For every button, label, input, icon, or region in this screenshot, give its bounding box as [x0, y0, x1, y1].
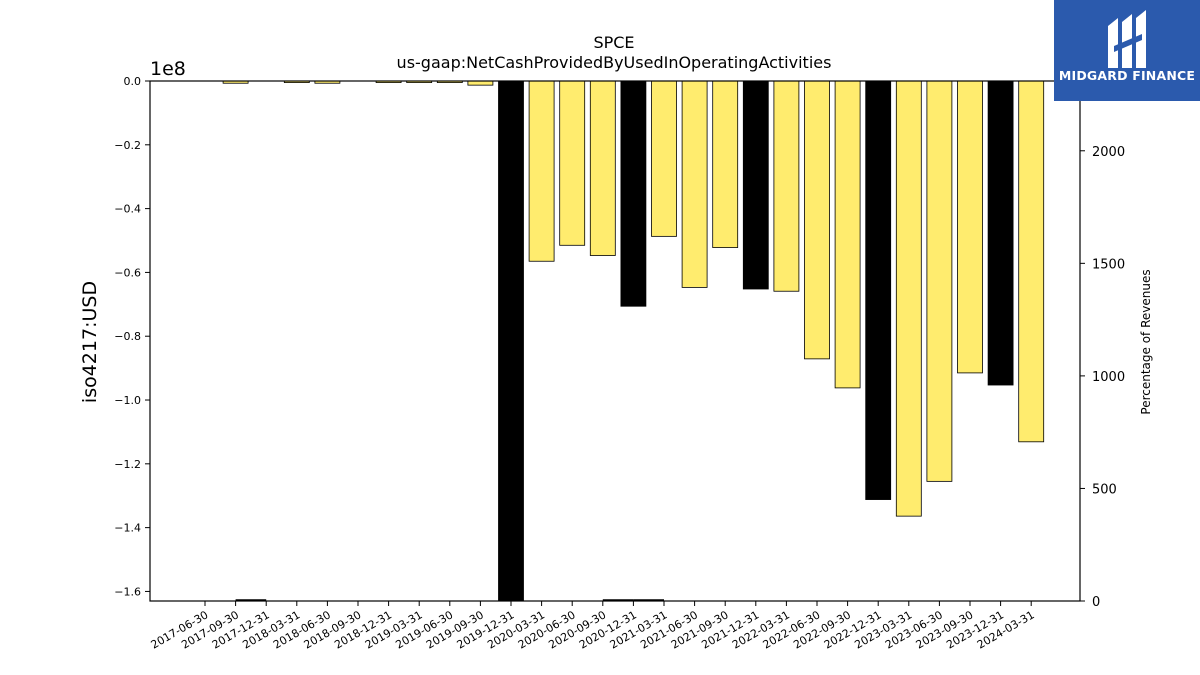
bar-2020-03-31 [528, 80, 555, 262]
brand-logo: MIDGARD FINANCE [1054, 0, 1200, 101]
bar-2024-03-31 [1018, 80, 1045, 443]
bar-2023-03-31 [895, 80, 922, 517]
y-tick-label: 0.0 [124, 75, 142, 88]
y-axis-label: iso4217:USD [79, 281, 101, 403]
y-tick-label: −0.8 [114, 330, 141, 343]
bar-2022-03-31 [773, 80, 800, 292]
y2-axis-label: Percentage of Revenues [1139, 269, 1153, 414]
y2-tick-label: 500 [1092, 482, 1117, 497]
bar-2023-06-30 [926, 80, 953, 482]
bar-2022-12-31 [865, 80, 892, 500]
y2-axis-ticks: 0 500 1000 1500 2000 [1080, 145, 1125, 610]
bar-2023-09-30 [957, 80, 983, 374]
bar-2020-06-30 [559, 80, 586, 246]
midgard-logo-icon [1108, 10, 1146, 68]
bar-2022-09-30 [834, 80, 861, 389]
x-axis-ticks: 2017-06-302017-09-302017-12-312018-03-31… [149, 601, 1037, 652]
bar-2021-12-31 [742, 80, 769, 290]
bar-2020-09-30 [589, 80, 616, 256]
bar-2021-06-30 [681, 80, 708, 288]
y-tick-label: −1.4 [114, 522, 141, 535]
y2-tick-label: 0 [1092, 595, 1100, 610]
bar-group [222, 80, 1045, 602]
y2-tick-label: 1000 [1092, 370, 1125, 385]
y-axis-ticks: 0.0 −0.2 −0.4 −0.6 −0.8 −1.0 −1.2 −1.4 −1.6 [114, 75, 150, 598]
bar-2020-12-31 [620, 80, 647, 307]
bar-2021-09-30 [712, 80, 739, 248]
bar-2019-12-31 [498, 80, 524, 602]
chart-title: SPCE [593, 33, 634, 52]
y-tick-label: −1.0 [114, 394, 141, 407]
bar-2023-12-31 [987, 80, 1014, 386]
y-tick-label: −1.2 [114, 458, 141, 471]
bar-2022-06-30 [804, 80, 830, 360]
y-tick-label: −0.4 [114, 203, 141, 216]
y2-tick-label: 1500 [1092, 257, 1125, 272]
plot-frame [149, 80, 1081, 602]
brand-logo-text: MIDGARD FINANCE [1058, 68, 1196, 83]
bar-2019-09-30 [467, 80, 494, 86]
bar-2021-03-31 [651, 80, 677, 237]
y-offset-label: 1e8 [150, 58, 186, 80]
y-tick-label: −0.2 [114, 139, 141, 152]
y-tick-label: −1.6 [114, 585, 141, 598]
y-tick-label: −0.6 [114, 266, 141, 279]
chart-subtitle: us-gaap:NetCashProvidedByUsedInOperating… [397, 53, 832, 72]
y2-tick-label: 2000 [1092, 145, 1125, 160]
